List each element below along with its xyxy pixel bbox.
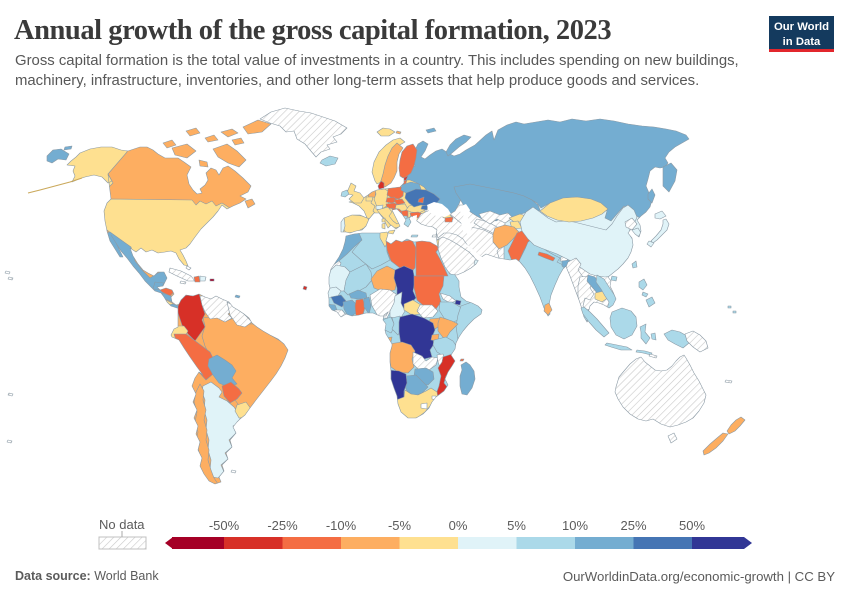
svg-text:-50%: -50% [209,518,240,533]
svg-text:-5%: -5% [388,518,412,533]
svg-text:25%: 25% [620,518,646,533]
svg-text:-25%: -25% [267,518,298,533]
svg-text:50%: 50% [679,518,705,533]
svg-text:0%: 0% [449,518,468,533]
svg-text:-10%: -10% [326,518,357,533]
svg-text:5%: 5% [507,518,526,533]
svg-text:10%: 10% [562,518,588,533]
